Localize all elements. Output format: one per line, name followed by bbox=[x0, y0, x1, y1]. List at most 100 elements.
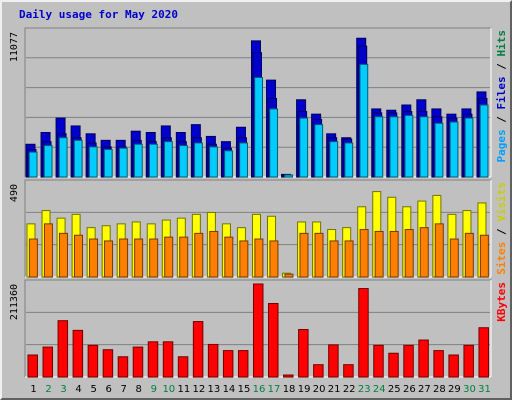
bar-sites bbox=[224, 236, 234, 278]
bar-kbytes bbox=[132, 346, 144, 378]
day-label: 25 bbox=[388, 384, 401, 395]
bar-kbytes bbox=[222, 350, 234, 378]
bar-pages bbox=[314, 124, 324, 178]
bar-kbytes bbox=[463, 344, 474, 378]
day-label: 14 bbox=[223, 384, 236, 395]
legend-entry: Files bbox=[495, 76, 508, 109]
bar-sites bbox=[43, 223, 53, 278]
bar-sites bbox=[314, 232, 324, 278]
bar-kbytes bbox=[448, 354, 459, 378]
bar-pages bbox=[179, 145, 188, 178]
bar-kbytes bbox=[87, 344, 99, 378]
bar-sites bbox=[194, 232, 204, 278]
bar-pages bbox=[479, 104, 489, 178]
bar-pages bbox=[404, 114, 414, 178]
bar-pages bbox=[88, 146, 98, 178]
day-label: 22 bbox=[343, 384, 356, 395]
bar-kbytes bbox=[388, 352, 399, 378]
bar-pages bbox=[118, 147, 128, 178]
bar-kbytes bbox=[373, 344, 384, 378]
bar-sites bbox=[344, 240, 354, 278]
day-label: 31 bbox=[478, 384, 491, 395]
legend-entry: / bbox=[495, 222, 508, 242]
bar-kbytes bbox=[343, 364, 354, 378]
day-label: 1 bbox=[30, 384, 36, 395]
day-label: 18 bbox=[283, 384, 296, 395]
bar-kbytes bbox=[57, 320, 69, 378]
day-labels: 1 2 3 4 5 6 7 8 9 10 11 12 13 14 15 16 17 18 19 20 21 22 23 24 2… bbox=[30, 384, 491, 395]
bar-sites bbox=[104, 240, 114, 278]
bar-pages bbox=[209, 146, 218, 178]
day-label: 27 bbox=[418, 384, 431, 395]
bar-pages bbox=[389, 116, 399, 178]
bar-sites bbox=[119, 238, 129, 278]
bar-sites bbox=[89, 238, 99, 278]
day-label: 8 bbox=[136, 384, 142, 395]
legend-entry: Visits bbox=[495, 182, 508, 222]
bar-pages bbox=[194, 142, 203, 178]
bar-pages bbox=[133, 143, 143, 178]
day-label: 16 bbox=[253, 384, 266, 395]
bar-pages bbox=[449, 121, 459, 178]
bar-sites bbox=[464, 232, 474, 278]
bar-kbytes bbox=[147, 341, 159, 378]
day-label: 10 bbox=[162, 384, 175, 395]
panel-kbytes: 211360 KBytes bbox=[9, 279, 508, 378]
bar-pages bbox=[28, 151, 38, 178]
bar-pages bbox=[43, 145, 53, 178]
bar-pages bbox=[359, 63, 369, 178]
chart-panels: 11077 Pages / Files / Hits 490 Sites / Visi… bbox=[9, 27, 508, 378]
day-label: 11 bbox=[177, 384, 190, 395]
bar-sites bbox=[419, 227, 429, 278]
bar-sites bbox=[73, 234, 83, 278]
bar-kbytes bbox=[268, 303, 279, 378]
bar-sites bbox=[434, 223, 444, 278]
bar-sites bbox=[359, 229, 369, 278]
bar-sites bbox=[299, 232, 309, 278]
day-label: 19 bbox=[298, 384, 311, 395]
day-label: 7 bbox=[121, 384, 127, 395]
bar-kbytes bbox=[162, 341, 174, 378]
panel-visits-sites: 490 Sites / Visits bbox=[9, 179, 508, 278]
day-label: 15 bbox=[238, 384, 251, 395]
bar-sites bbox=[58, 232, 68, 278]
bar-sites bbox=[269, 240, 279, 278]
bar-sites bbox=[389, 230, 399, 278]
bar-kbytes bbox=[418, 339, 429, 378]
legend: KBytes bbox=[495, 282, 508, 322]
day-label: 29 bbox=[448, 384, 461, 395]
bar-sites bbox=[329, 240, 339, 278]
bar-pages bbox=[329, 141, 339, 178]
legend-entry: / bbox=[495, 110, 508, 130]
bar-pages bbox=[224, 150, 233, 178]
bar-sites bbox=[209, 230, 219, 278]
day-label: 20 bbox=[313, 384, 326, 395]
bar-pages bbox=[419, 116, 429, 178]
bar-kbytes bbox=[328, 344, 339, 378]
y-max-label: 490 bbox=[9, 184, 20, 202]
bar-pages bbox=[254, 77, 263, 178]
day-label: 9 bbox=[151, 384, 157, 395]
bar-pages bbox=[58, 137, 68, 178]
legend-entry: KBytes bbox=[495, 282, 508, 322]
bar-kbytes bbox=[283, 374, 294, 378]
legend-entry: Pages bbox=[495, 129, 508, 162]
bar-kbytes bbox=[177, 356, 189, 378]
day-label: 23 bbox=[358, 384, 371, 395]
bar-pages bbox=[148, 143, 158, 178]
bar-pages bbox=[374, 116, 384, 178]
day-label: 21 bbox=[328, 384, 341, 395]
legend: Pages / Files / Hits bbox=[495, 30, 508, 163]
day-label: 4 bbox=[75, 384, 81, 395]
bar-kbytes bbox=[192, 321, 204, 378]
bar-sites bbox=[179, 236, 189, 278]
bar-kbytes bbox=[403, 344, 414, 378]
chart-title: Daily usage for May 2020 bbox=[19, 8, 178, 21]
y-max-label: 211360 bbox=[9, 284, 20, 320]
bar-sites bbox=[28, 238, 38, 278]
bar-kbytes bbox=[72, 329, 84, 378]
day-label: 12 bbox=[193, 384, 206, 395]
legend: Sites / Visits bbox=[495, 182, 508, 275]
bar-pages bbox=[163, 141, 173, 178]
bar-kbytes bbox=[478, 327, 489, 378]
